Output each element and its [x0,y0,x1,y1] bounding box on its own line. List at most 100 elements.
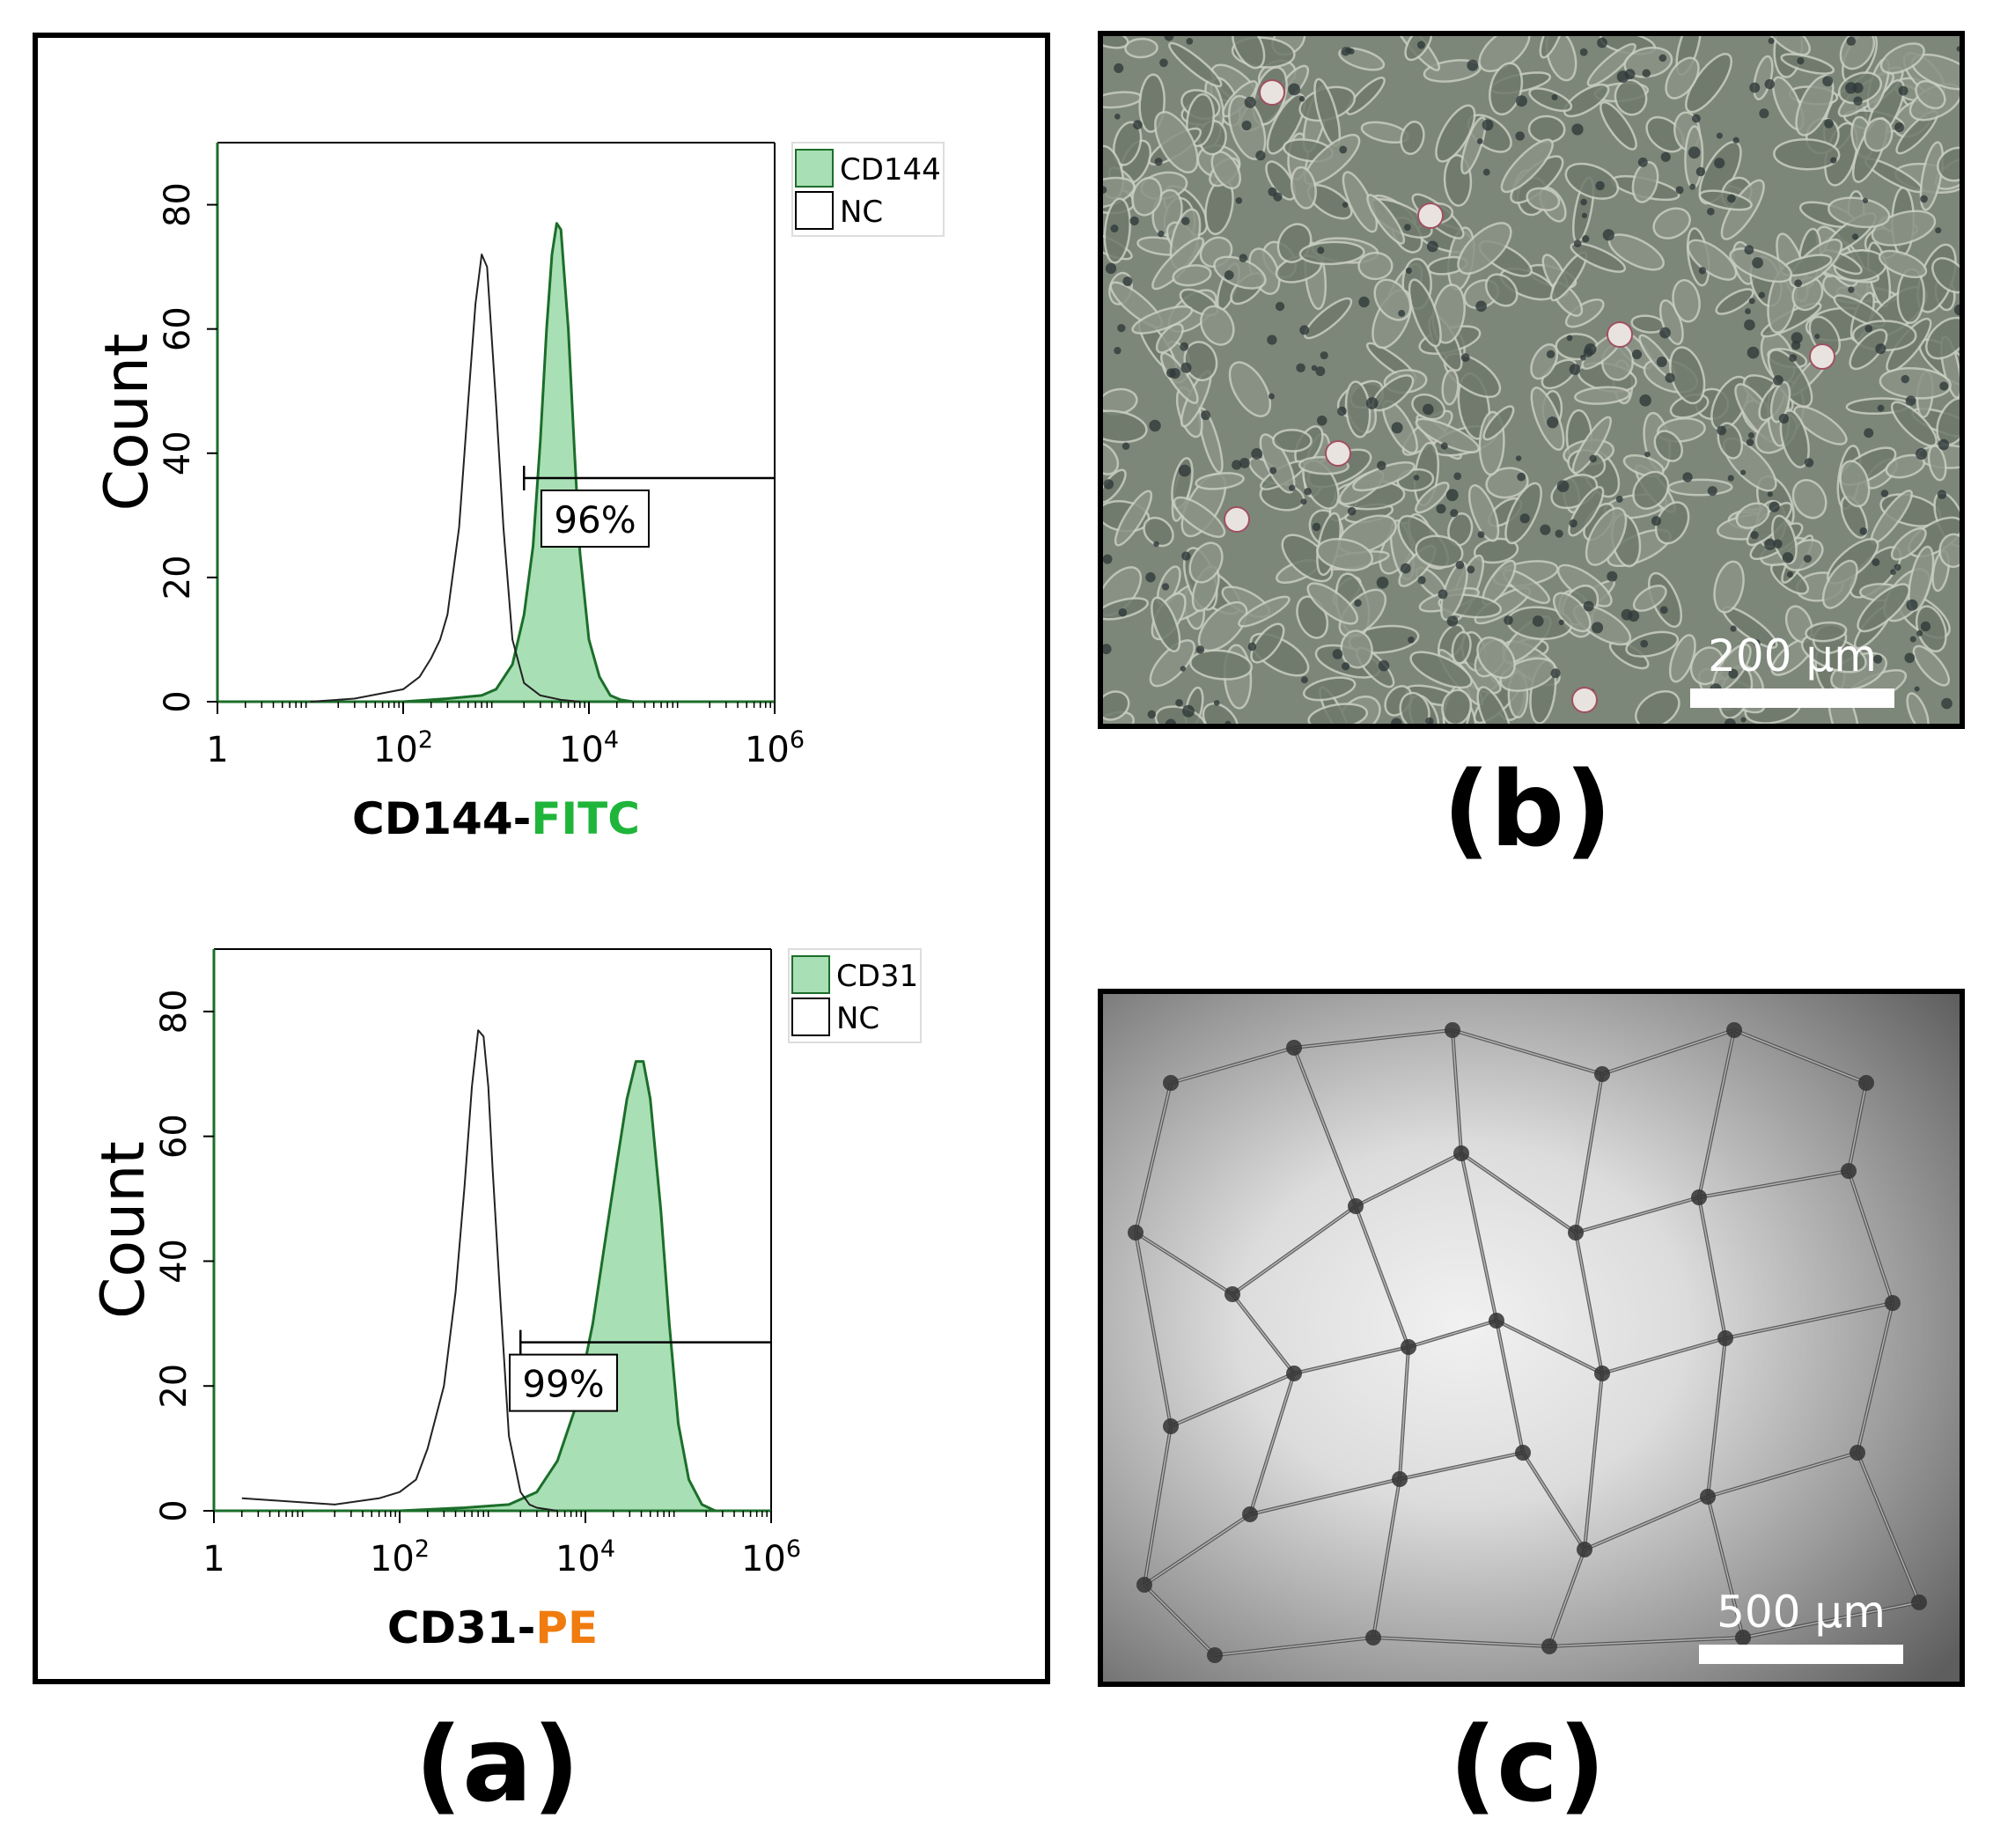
endothelial-cell-monolayer [1102,35,1960,725]
tube-highlight [1496,1320,1524,1454]
cell-nucleus-dot [1504,615,1513,625]
cell-nucleus-dot [1175,698,1183,707]
cell [1357,251,1394,281]
cell-nucleus-dot [1475,300,1487,313]
cell-nucleus-dot [1665,372,1675,383]
cell-nucleus-dot [1180,342,1189,351]
tube-branch-node [1541,1638,1557,1654]
cell-nucleus-dot [1102,186,1107,195]
cell-nucleus-dot [1332,649,1343,659]
tube-highlight [1293,1029,1453,1049]
x-tick-base: 10 [555,1539,600,1579]
tube-highlight [1857,1452,1920,1603]
x-tick-base: 1 [202,1539,224,1579]
cell-nucleus-dot [1391,422,1403,434]
panel-b-label: (b) [1443,748,1612,870]
gate-label-box [509,1353,618,1412]
tube-highlight [1135,1232,1172,1427]
tube-highlight [1372,1637,1550,1647]
y-tick-label: 80 [154,989,195,1034]
cell-nucleus-dot [1707,207,1715,216]
cell-nucleus-dot [1953,304,1960,316]
cell-nucleus-dot [1937,490,1947,499]
cell-nucleus-dot [1550,668,1561,679]
cell [1228,361,1272,417]
cell [1857,583,1911,633]
cell-nucleus-dot [1644,451,1651,458]
cell-nucleus-dot [1403,224,1411,232]
cell-nucleus-dot [1602,229,1614,241]
cell-nucleus-dot [1916,629,1923,637]
cell-nucleus-dot [1166,368,1176,378]
x-tick-base: 10 [559,730,604,770]
cell [1937,146,1960,182]
tube-branch-node [1286,1366,1302,1381]
cell-nucleus-dot [1317,247,1325,254]
cell [1780,53,1835,75]
cell-nucleus-dot [1749,82,1761,93]
cell-nucleus-dot [1845,82,1857,94]
cell-nucleus-dot [1105,262,1117,275]
tube-highlight [1135,1232,1233,1295]
cell-nucleus-dot [1103,479,1114,490]
cell [1460,116,1487,175]
cell-nucleus-dot [1244,96,1256,108]
cell [1667,478,1733,497]
cell [1290,166,1317,210]
tube-highlight [1460,1152,1497,1322]
cell-nucleus-dot [1482,168,1490,176]
cell-nucleus-dot [1477,531,1485,539]
cell [1265,160,1297,201]
tube-branch-node [1445,1022,1460,1038]
tube-branch-node [1691,1189,1707,1205]
cell-nucleus-dot [1555,529,1563,538]
cell [1457,222,1512,275]
cell-nucleus-dot [1744,319,1755,331]
legend-swatch-nc [791,998,830,1036]
cell-nucleus-dot [1732,136,1739,144]
cell [1189,649,1254,681]
cell-nucleus-dot [1267,335,1277,345]
cell [1735,502,1770,529]
scalebar-b-label: 200 µm [1708,630,1877,681]
x-tick-exponent: 2 [415,1535,430,1563]
cell-nucleus-dot [1824,118,1834,129]
cell-nucleus-dot [1579,48,1588,56]
cell-nucleus-dot [1224,720,1232,725]
tube-branch-node [1911,1594,1927,1610]
cell-nucleus-dot [1408,636,1415,644]
panel-b-micrograph [1102,35,1960,725]
tube-highlight [1135,1082,1172,1233]
cell-nucleus-dot [1724,718,1736,725]
cell [1863,117,1894,152]
cell-nucleus-dot [1426,240,1438,253]
cell [1793,405,1848,445]
cell-nucleus-dot [1750,531,1759,540]
x-tick-exponent: 2 [418,726,433,754]
cell-nucleus-dot [1405,267,1412,274]
cell-nucleus-dot [1786,571,1793,578]
cell-nucleus-dot [1773,539,1783,549]
cell-nucleus-dot [1877,404,1885,412]
cell-nucleus-dot [1707,486,1717,497]
cell-nucleus-dot [1114,63,1124,73]
cell-nucleus-dot [1569,519,1577,528]
cell [1441,369,1460,406]
tube-branch-node [1365,1630,1381,1646]
tube-highlight [1355,1205,1409,1348]
cell [1925,316,1960,360]
cell-nucleus-dot [1239,458,1250,468]
cell [1188,541,1224,584]
cell-nucleus-dot [1581,212,1588,218]
cell-nucleus-dot [1341,662,1350,671]
cell-nucleus-dot [1417,576,1426,585]
cell-nucleus-dot [1423,403,1434,416]
cell-nucleus-dot [1728,668,1739,679]
cell-nucleus-dot [1791,332,1803,344]
cell-nucleus-dot [1589,454,1597,463]
cell [1915,79,1946,110]
cell-nucleus-dot [1110,224,1119,233]
cell-nucleus-dot [1467,59,1479,71]
cell-nucleus-dot [1551,94,1558,101]
